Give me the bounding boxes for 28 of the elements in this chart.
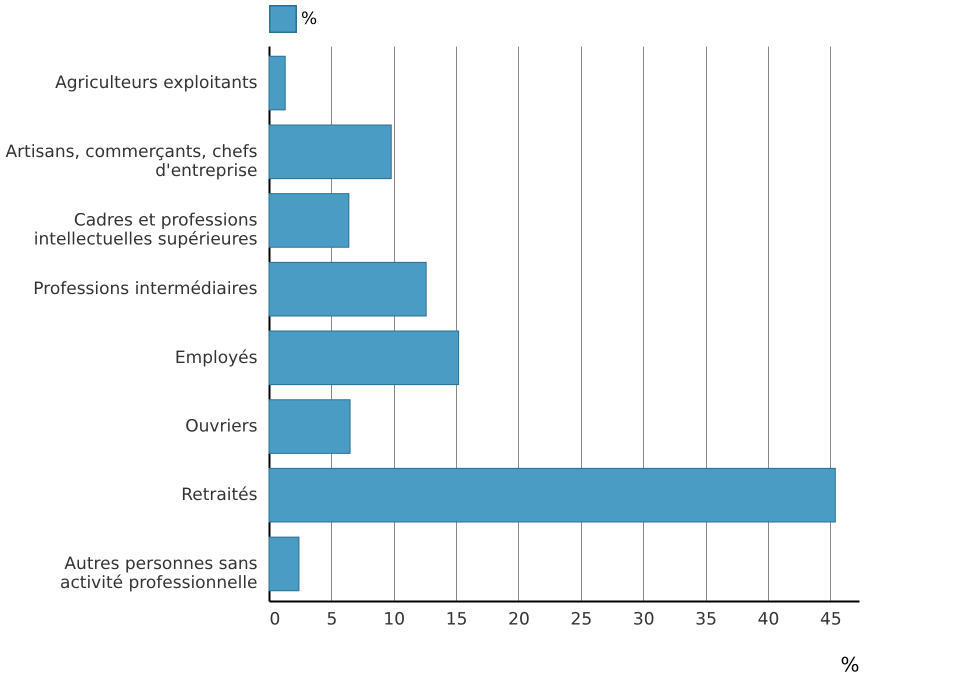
y-tick-label: Artisans, commerçants, chefs d'entreprise xyxy=(6,142,258,181)
bar xyxy=(268,193,350,248)
y-tick-label: Retraités xyxy=(181,485,258,506)
x-tick-label: 45 xyxy=(820,610,842,630)
x-tick-label: 20 xyxy=(508,610,530,630)
legend-label: % xyxy=(301,9,318,29)
bar xyxy=(268,330,460,386)
x-tick-label: 5 xyxy=(326,610,338,630)
y-tick-label: Autres personnes sans activité professionnelle xyxy=(60,554,258,593)
bar xyxy=(268,399,351,454)
x-axis-title: % xyxy=(840,652,860,676)
x-tick-label: 10 xyxy=(383,610,406,630)
x-tick-label: 30 xyxy=(632,610,655,630)
x-tick-label: 15 xyxy=(446,610,468,630)
y-tick-label: Professions intermédiaires xyxy=(33,279,258,300)
bar xyxy=(268,468,836,523)
x-tick-label: 25 xyxy=(570,610,592,630)
y-tick-label: Ouvriers xyxy=(185,416,258,437)
y-tick-label: Agriculteurs exploitants xyxy=(55,73,258,94)
y-tick-label: Cadres et professions intellectuelles supérieures xyxy=(34,210,258,250)
y-tick-label: Employés xyxy=(174,348,258,368)
bar xyxy=(268,262,427,316)
x-tick-label: 35 xyxy=(695,610,717,630)
x-tick-label: 40 xyxy=(758,610,780,630)
x-tick-label: 0 xyxy=(270,610,280,630)
bar xyxy=(268,124,392,180)
bar xyxy=(268,56,286,110)
bar xyxy=(268,536,300,592)
